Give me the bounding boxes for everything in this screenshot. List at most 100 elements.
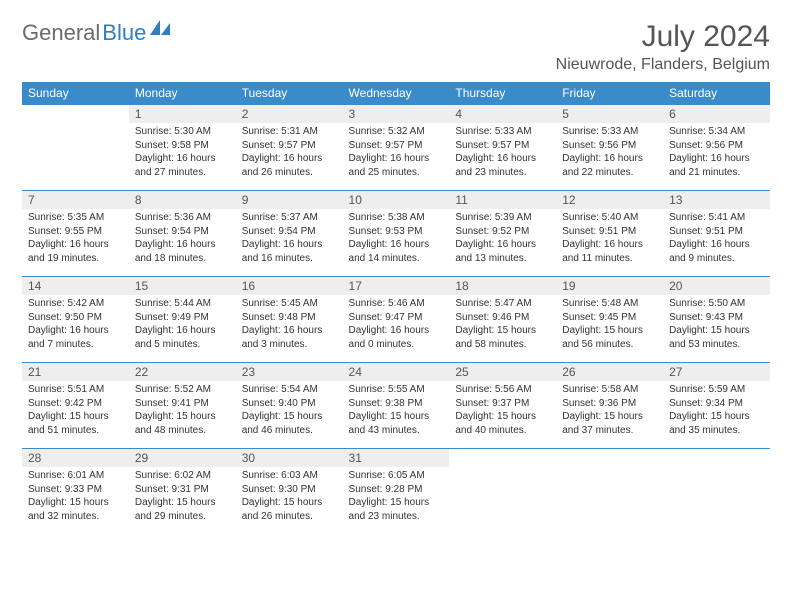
- calendar-day-cell: 23Sunrise: 5:54 AMSunset: 9:40 PMDayligh…: [236, 363, 343, 449]
- calendar-day-cell: 10Sunrise: 5:38 AMSunset: 9:53 PMDayligh…: [343, 191, 450, 277]
- weekday-header: Monday: [129, 82, 236, 105]
- day-number: 22: [129, 363, 236, 381]
- calendar-day-cell: 31Sunrise: 6:05 AMSunset: 9:28 PMDayligh…: [343, 449, 450, 535]
- day-details: Sunrise: 5:35 AMSunset: 9:55 PMDaylight:…: [22, 209, 129, 269]
- day-details: Sunrise: 5:46 AMSunset: 9:47 PMDaylight:…: [343, 295, 450, 355]
- day-details: Sunrise: 5:36 AMSunset: 9:54 PMDaylight:…: [129, 209, 236, 269]
- day-number: 26: [556, 363, 663, 381]
- calendar-day-cell: 15Sunrise: 5:44 AMSunset: 9:49 PMDayligh…: [129, 277, 236, 363]
- day-number: 31: [343, 449, 450, 467]
- calendar-week-row: 28Sunrise: 6:01 AMSunset: 9:33 PMDayligh…: [22, 449, 770, 535]
- day-details: Sunrise: 5:52 AMSunset: 9:41 PMDaylight:…: [129, 381, 236, 441]
- day-number: 18: [449, 277, 556, 295]
- day-number: 29: [129, 449, 236, 467]
- day-details: Sunrise: 5:58 AMSunset: 9:36 PMDaylight:…: [556, 381, 663, 441]
- calendar-day-cell: 13Sunrise: 5:41 AMSunset: 9:51 PMDayligh…: [663, 191, 770, 277]
- day-details: Sunrise: 6:05 AMSunset: 9:28 PMDaylight:…: [343, 467, 450, 527]
- weekday-header: Wednesday: [343, 82, 450, 105]
- day-number: 24: [343, 363, 450, 381]
- day-details: Sunrise: 5:55 AMSunset: 9:38 PMDaylight:…: [343, 381, 450, 441]
- calendar-day-cell: 20Sunrise: 5:50 AMSunset: 9:43 PMDayligh…: [663, 277, 770, 363]
- day-details: Sunrise: 5:56 AMSunset: 9:37 PMDaylight:…: [449, 381, 556, 441]
- calendar-day-cell: 24Sunrise: 5:55 AMSunset: 9:38 PMDayligh…: [343, 363, 450, 449]
- day-number: 3: [343, 105, 450, 123]
- day-number: 15: [129, 277, 236, 295]
- calendar-table: SundayMondayTuesdayWednesdayThursdayFrid…: [22, 82, 770, 535]
- day-details: Sunrise: 5:47 AMSunset: 9:46 PMDaylight:…: [449, 295, 556, 355]
- day-details: Sunrise: 5:59 AMSunset: 9:34 PMDaylight:…: [663, 381, 770, 441]
- calendar-day-cell: 2Sunrise: 5:31 AMSunset: 9:57 PMDaylight…: [236, 105, 343, 191]
- calendar-day-cell: 18Sunrise: 5:47 AMSunset: 9:46 PMDayligh…: [449, 277, 556, 363]
- day-details: Sunrise: 5:48 AMSunset: 9:45 PMDaylight:…: [556, 295, 663, 355]
- day-number: 6: [663, 105, 770, 123]
- weekday-header: Thursday: [449, 82, 556, 105]
- calendar-day-cell: 22Sunrise: 5:52 AMSunset: 9:41 PMDayligh…: [129, 363, 236, 449]
- day-number: 12: [556, 191, 663, 209]
- day-number: 16: [236, 277, 343, 295]
- brand-logo: GeneralBlue: [22, 20, 172, 46]
- calendar-day-cell: 25Sunrise: 5:56 AMSunset: 9:37 PMDayligh…: [449, 363, 556, 449]
- calendar-day-cell: 14Sunrise: 5:42 AMSunset: 9:50 PMDayligh…: [22, 277, 129, 363]
- day-number: 27: [663, 363, 770, 381]
- calendar-day-cell: [663, 449, 770, 535]
- calendar-day-cell: 8Sunrise: 5:36 AMSunset: 9:54 PMDaylight…: [129, 191, 236, 277]
- calendar-day-cell: [22, 105, 129, 191]
- day-details: Sunrise: 5:33 AMSunset: 9:56 PMDaylight:…: [556, 123, 663, 183]
- calendar-day-cell: 27Sunrise: 5:59 AMSunset: 9:34 PMDayligh…: [663, 363, 770, 449]
- day-details: Sunrise: 5:37 AMSunset: 9:54 PMDaylight:…: [236, 209, 343, 269]
- brand-text-1: General: [22, 20, 100, 46]
- day-number: 28: [22, 449, 129, 467]
- page-header: GeneralBlue July 2024 Nieuwrode, Flander…: [22, 20, 770, 74]
- calendar-day-cell: 7Sunrise: 5:35 AMSunset: 9:55 PMDaylight…: [22, 191, 129, 277]
- weekday-header: Saturday: [663, 82, 770, 105]
- calendar-day-cell: 26Sunrise: 5:58 AMSunset: 9:36 PMDayligh…: [556, 363, 663, 449]
- calendar-day-cell: 30Sunrise: 6:03 AMSunset: 9:30 PMDayligh…: [236, 449, 343, 535]
- calendar-day-cell: 5Sunrise: 5:33 AMSunset: 9:56 PMDaylight…: [556, 105, 663, 191]
- calendar-day-cell: 3Sunrise: 5:32 AMSunset: 9:57 PMDaylight…: [343, 105, 450, 191]
- day-details: Sunrise: 5:45 AMSunset: 9:48 PMDaylight:…: [236, 295, 343, 355]
- calendar-day-cell: 21Sunrise: 5:51 AMSunset: 9:42 PMDayligh…: [22, 363, 129, 449]
- day-number: 30: [236, 449, 343, 467]
- day-details: Sunrise: 5:34 AMSunset: 9:56 PMDaylight:…: [663, 123, 770, 183]
- day-number: 19: [556, 277, 663, 295]
- calendar-day-cell: 9Sunrise: 5:37 AMSunset: 9:54 PMDaylight…: [236, 191, 343, 277]
- day-number: 23: [236, 363, 343, 381]
- day-number: 11: [449, 191, 556, 209]
- day-number: 14: [22, 277, 129, 295]
- day-details: Sunrise: 5:38 AMSunset: 9:53 PMDaylight:…: [343, 209, 450, 269]
- calendar-day-cell: 6Sunrise: 5:34 AMSunset: 9:56 PMDaylight…: [663, 105, 770, 191]
- calendar-week-row: 21Sunrise: 5:51 AMSunset: 9:42 PMDayligh…: [22, 363, 770, 449]
- day-number: 17: [343, 277, 450, 295]
- day-number: 13: [663, 191, 770, 209]
- day-number: 4: [449, 105, 556, 123]
- day-details: Sunrise: 6:01 AMSunset: 9:33 PMDaylight:…: [22, 467, 129, 527]
- day-details: Sunrise: 5:44 AMSunset: 9:49 PMDaylight:…: [129, 295, 236, 355]
- calendar-day-cell: 1Sunrise: 5:30 AMSunset: 9:58 PMDaylight…: [129, 105, 236, 191]
- day-number: 25: [449, 363, 556, 381]
- calendar-day-cell: [449, 449, 556, 535]
- day-number: 1: [129, 105, 236, 123]
- day-number: 21: [22, 363, 129, 381]
- day-details: Sunrise: 5:51 AMSunset: 9:42 PMDaylight:…: [22, 381, 129, 441]
- calendar-week-row: 14Sunrise: 5:42 AMSunset: 9:50 PMDayligh…: [22, 277, 770, 363]
- calendar-body: 1Sunrise: 5:30 AMSunset: 9:58 PMDaylight…: [22, 105, 770, 535]
- calendar-week-row: 7Sunrise: 5:35 AMSunset: 9:55 PMDaylight…: [22, 191, 770, 277]
- day-details: Sunrise: 5:32 AMSunset: 9:57 PMDaylight:…: [343, 123, 450, 183]
- day-details: Sunrise: 5:42 AMSunset: 9:50 PMDaylight:…: [22, 295, 129, 355]
- weekday-header: Sunday: [22, 82, 129, 105]
- brand-text-2: Blue: [102, 20, 146, 46]
- day-details: Sunrise: 5:50 AMSunset: 9:43 PMDaylight:…: [663, 295, 770, 355]
- location-subtitle: Nieuwrode, Flanders, Belgium: [556, 56, 770, 74]
- calendar-day-cell: 16Sunrise: 5:45 AMSunset: 9:48 PMDayligh…: [236, 277, 343, 363]
- day-number: 9: [236, 191, 343, 209]
- title-block: July 2024 Nieuwrode, Flanders, Belgium: [556, 20, 770, 74]
- calendar-day-cell: 19Sunrise: 5:48 AMSunset: 9:45 PMDayligh…: [556, 277, 663, 363]
- calendar-day-cell: 11Sunrise: 5:39 AMSunset: 9:52 PMDayligh…: [449, 191, 556, 277]
- calendar-day-cell: [556, 449, 663, 535]
- day-details: Sunrise: 5:39 AMSunset: 9:52 PMDaylight:…: [449, 209, 556, 269]
- day-number: 20: [663, 277, 770, 295]
- day-details: Sunrise: 5:40 AMSunset: 9:51 PMDaylight:…: [556, 209, 663, 269]
- day-details: Sunrise: 5:54 AMSunset: 9:40 PMDaylight:…: [236, 381, 343, 441]
- day-number: 8: [129, 191, 236, 209]
- day-details: Sunrise: 5:31 AMSunset: 9:57 PMDaylight:…: [236, 123, 343, 183]
